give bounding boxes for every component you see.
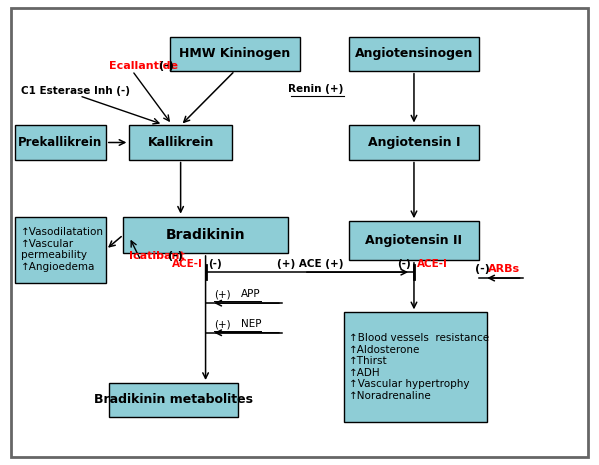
FancyBboxPatch shape — [15, 217, 106, 283]
Text: C1 Esterase Inh (-): C1 Esterase Inh (-) — [20, 86, 129, 96]
Text: (-): (-) — [168, 251, 183, 261]
Text: Kallikrein: Kallikrein — [147, 136, 214, 149]
Text: ARBs: ARBs — [488, 265, 519, 274]
Text: Bradikinin: Bradikinin — [166, 228, 246, 242]
Text: Angiotensinogen: Angiotensinogen — [355, 47, 473, 60]
Text: Angiotensin II: Angiotensin II — [365, 234, 462, 247]
FancyBboxPatch shape — [123, 217, 288, 253]
Text: NEP: NEP — [241, 319, 261, 329]
FancyBboxPatch shape — [344, 312, 488, 422]
Text: (+) ACE (+): (+) ACE (+) — [277, 259, 343, 268]
Text: (-): (-) — [208, 259, 222, 268]
Text: ACE-I: ACE-I — [172, 259, 202, 268]
Text: Icatibant: Icatibant — [129, 251, 185, 261]
FancyBboxPatch shape — [349, 221, 479, 260]
Text: (-): (-) — [159, 61, 174, 71]
FancyBboxPatch shape — [109, 383, 238, 417]
Text: ACE-I: ACE-I — [417, 259, 448, 268]
Text: (+): (+) — [214, 290, 231, 299]
FancyBboxPatch shape — [349, 37, 479, 71]
FancyBboxPatch shape — [15, 126, 106, 159]
Text: Bradikinin metabolites: Bradikinin metabolites — [94, 393, 253, 406]
FancyBboxPatch shape — [129, 126, 232, 159]
Text: HMW Kininogen: HMW Kininogen — [179, 47, 291, 60]
Text: ↑Blood vessels  resistance
↑Aldosterone
↑Thirst
↑ADH
↑Vascular hypertrophy
↑Nora: ↑Blood vessels resistance ↑Aldosterone ↑… — [349, 333, 489, 401]
Text: Ecallantide: Ecallantide — [109, 61, 178, 71]
Text: ↑Vasodilatation
↑Vascular
permeability
↑Angioedema: ↑Vasodilatation ↑Vascular permeability ↑… — [20, 227, 104, 272]
Text: (+): (+) — [214, 319, 231, 329]
Text: (-): (-) — [476, 265, 490, 274]
Text: (-): (-) — [397, 259, 411, 268]
FancyBboxPatch shape — [170, 37, 300, 71]
Text: Angiotensin I: Angiotensin I — [368, 136, 460, 149]
FancyBboxPatch shape — [349, 126, 479, 159]
Text: Renin (+): Renin (+) — [288, 85, 344, 94]
Text: Prekallikrein: Prekallikrein — [18, 136, 102, 149]
Text: APP: APP — [241, 290, 261, 299]
